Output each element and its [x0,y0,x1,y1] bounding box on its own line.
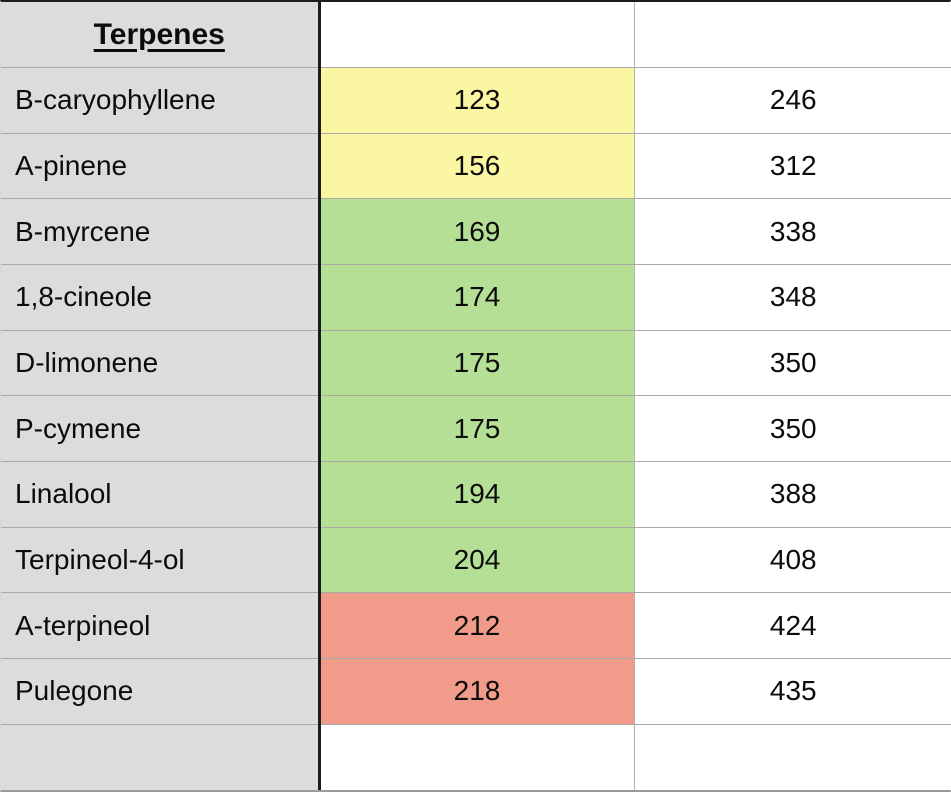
terpene-name-cell[interactable]: A-terpineol [1,592,321,660]
terpenes-header-label: Terpenes [93,17,225,51]
value-cell[interactable]: 174 [319,264,635,331]
table-row: A-terpineol 212 424 [1,592,951,660]
value-cell[interactable]: 218 [319,658,635,725]
double-value-cell[interactable]: 338 [634,198,951,266]
table-row: Linalool 194 388 [1,461,951,528]
table-row: A-pinene 156 312 [1,133,951,200]
double-value-cell[interactable]: 388 [634,461,951,528]
terpene-name-cell[interactable]: A-pinene [1,133,321,200]
empty-header-double-cell[interactable] [634,2,951,69]
double-value-cell[interactable]: 350 [634,330,951,397]
terpene-name-cell[interactable]: Linalool [1,461,321,528]
value-cell[interactable]: 194 [319,461,635,528]
empty-double-cell[interactable] [634,724,951,790]
table-row: B-myrcene 169 338 [1,198,951,266]
double-value-cell[interactable]: 348 [634,264,951,331]
double-value-cell[interactable]: 246 [634,67,951,134]
empty-name-cell[interactable] [1,724,321,790]
table-row: B-caryophyllene 123 246 [1,67,951,134]
terpene-name-cell[interactable]: Terpineol-4-ol [1,527,321,594]
table-row: D-limonene 175 350 [1,330,951,397]
terpene-name-cell[interactable]: Pulegone [1,658,321,725]
footer-empty-row [1,724,951,790]
terpene-name-cell[interactable]: 1,8-cineole [1,264,321,331]
terpene-name-cell[interactable]: B-myrcene [1,198,321,266]
empty-header-value-cell[interactable] [319,2,635,69]
terpene-name-cell[interactable]: D-limonene [1,330,321,397]
double-value-cell[interactable]: 350 [634,395,951,463]
double-value-cell[interactable]: 312 [634,133,951,200]
double-value-cell[interactable]: 424 [634,592,951,660]
table-row: Terpineol-4-ol 204 408 [1,527,951,594]
terpene-name-cell[interactable]: P-cymene [1,395,321,463]
value-cell[interactable]: 175 [319,395,635,463]
terpenes-header-cell[interactable]: Terpenes [1,2,321,69]
double-value-cell[interactable]: 408 [634,527,951,594]
header-row: Terpenes [1,2,951,69]
value-cell[interactable]: 156 [319,133,635,200]
table-row: Pulegone 218 435 [1,658,951,725]
value-cell[interactable]: 169 [319,198,635,266]
table-row: P-cymene 175 350 [1,395,951,463]
terpene-name-cell[interactable]: B-caryophyllene [1,67,321,134]
empty-value-cell[interactable] [319,724,635,790]
value-cell[interactable]: 204 [319,527,635,594]
table-row: 1,8-cineole 174 348 [1,264,951,331]
double-value-cell[interactable]: 435 [634,658,951,725]
value-cell[interactable]: 175 [319,330,635,397]
value-cell[interactable]: 123 [319,67,635,134]
value-cell[interactable]: 212 [319,592,635,660]
